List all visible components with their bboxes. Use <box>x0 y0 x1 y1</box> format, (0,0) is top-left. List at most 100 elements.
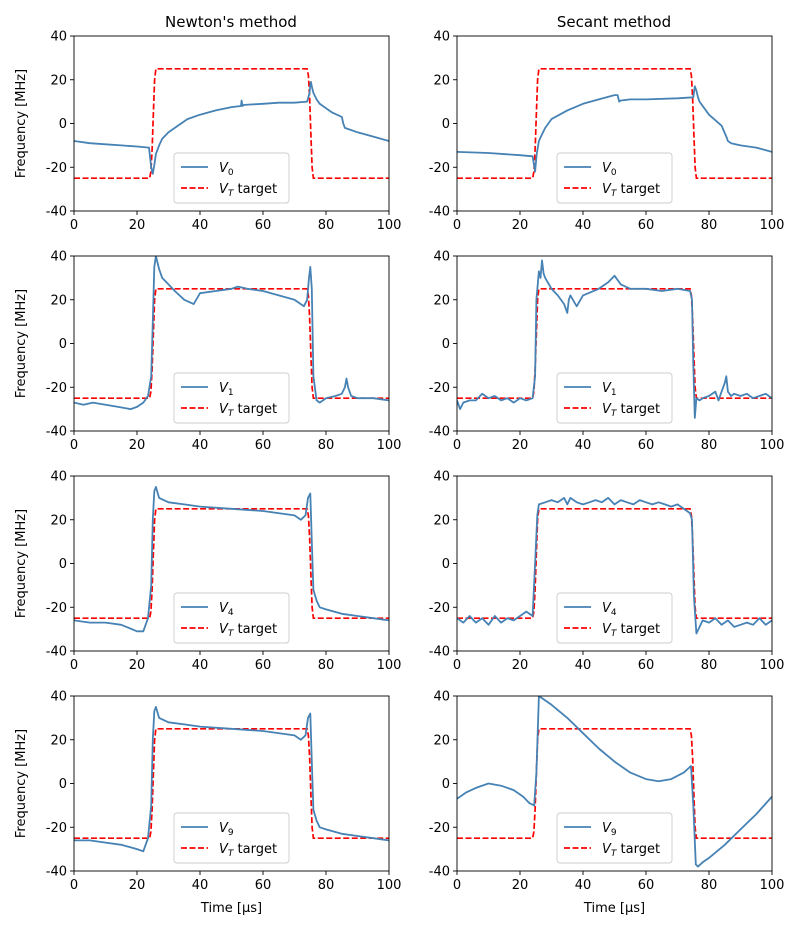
legend-measured-label: V9 <box>219 821 234 838</box>
legend-measured-label: V1 <box>219 381 234 398</box>
y-tick-label: -40 <box>429 645 450 660</box>
x-tick-label: 80 <box>318 218 335 233</box>
legend-measured-label: V4 <box>219 601 234 618</box>
y-tick-label: 20 <box>50 513 67 528</box>
y-tick-label: -20 <box>46 821 67 836</box>
x-tick-label: 20 <box>129 658 146 673</box>
measured-line <box>74 256 389 411</box>
y-tick-label: 0 <box>59 337 67 352</box>
y-tick-label: 40 <box>50 690 67 705</box>
legend-measured-symbol: V <box>602 821 612 836</box>
y-axis-label: Frequency [MHz] <box>14 509 29 618</box>
x-tick-label: 0 <box>453 218 461 233</box>
legend-target-symbol: V <box>219 402 229 417</box>
x-tick-label: 40 <box>575 658 592 673</box>
y-tick-label: 0 <box>442 337 450 352</box>
legend-target-symbol: V <box>602 842 612 857</box>
legend-target-label: VT target <box>602 622 660 639</box>
legend-target-text: target <box>233 622 277 637</box>
y-axis-label: Frequency [MHz] <box>14 729 29 838</box>
legend-measured-symbol: V <box>602 601 612 616</box>
measured-line <box>457 696 772 868</box>
y-tick-label: 0 <box>59 777 67 792</box>
legend-box <box>556 372 673 424</box>
y-tick-label: 20 <box>433 293 450 308</box>
x-tick-label: 100 <box>377 658 402 673</box>
x-axis-label: Time [μs] <box>583 901 645 916</box>
y-tick-label: 0 <box>442 117 450 132</box>
legend-measured-subscript: 1 <box>228 388 234 398</box>
y-tick-label: 40 <box>433 690 450 705</box>
legend-target-subscript: T <box>611 189 618 199</box>
y-tick-label: -20 <box>429 821 450 836</box>
y-tick-label: 20 <box>433 513 450 528</box>
legend: V4 VT target <box>173 592 290 644</box>
legend-target-symbol: V <box>602 622 612 637</box>
legend-measured-symbol: V <box>219 821 229 836</box>
x-tick-label: 60 <box>255 218 272 233</box>
y-tick-label: -40 <box>46 425 67 440</box>
x-tick-label: 60 <box>638 878 655 893</box>
x-tick-label: 20 <box>129 218 146 233</box>
measured-line <box>74 485 389 633</box>
y-tick-label: -20 <box>429 601 450 616</box>
y-tick-label: -40 <box>46 205 67 220</box>
x-tick-label: 60 <box>255 658 272 673</box>
x-tick-label: 60 <box>255 878 272 893</box>
x-tick-label: 40 <box>575 218 592 233</box>
x-tick-label: 80 <box>318 438 335 453</box>
x-tick-label: 20 <box>512 658 529 673</box>
measured-line <box>74 706 389 853</box>
legend-target-symbol: V <box>219 842 229 857</box>
x-tick-label: 40 <box>575 878 592 893</box>
y-tick-label: 20 <box>433 73 450 88</box>
x-tick-label: 0 <box>70 438 78 453</box>
legend-target-label: VT target <box>219 622 277 639</box>
measured-line <box>457 259 772 419</box>
legend-box <box>556 152 673 204</box>
target-line <box>457 727 772 840</box>
x-tick-label: 40 <box>192 218 209 233</box>
x-tick-label: 40 <box>192 438 209 453</box>
x-tick-label: 40 <box>192 658 209 673</box>
legend: V0V T target <box>556 152 673 204</box>
legend-box <box>173 812 290 864</box>
legend-target-label: VT target <box>219 402 277 419</box>
legend-target-symbol: V <box>219 622 229 637</box>
x-tick-label: 60 <box>255 438 272 453</box>
x-tick-label: 0 <box>453 438 461 453</box>
x-tick-label: 80 <box>701 218 718 233</box>
legend-measured-label: V0 <box>602 161 617 178</box>
legend-target-text: target <box>233 182 277 197</box>
legend-measured-symbol: V <box>219 381 229 396</box>
y-tick-label: -20 <box>46 381 67 396</box>
legend-measured-symbol: V <box>602 161 612 176</box>
y-tick-label: 40 <box>50 470 67 485</box>
y-tick-label: 40 <box>50 30 67 45</box>
y-tick-label: -20 <box>46 161 67 176</box>
legend-target-subscript: T <box>228 849 235 859</box>
y-tick-label: 0 <box>442 557 450 572</box>
y-tick-label: 20 <box>50 73 67 88</box>
x-tick-label: 80 <box>318 658 335 673</box>
y-tick-label: -40 <box>429 205 450 220</box>
legend-measured-subscript: 0 <box>611 168 617 178</box>
x-tick-label: 100 <box>760 658 785 673</box>
y-tick-label: 40 <box>433 250 450 265</box>
legend-measured-symbol: V <box>219 161 229 176</box>
y-tick-label: -20 <box>429 161 450 176</box>
legend-target-label: VT target <box>602 402 660 419</box>
legend-measured-subscript: 9 <box>228 828 234 838</box>
legend-target-text: target <box>616 842 660 857</box>
x-tick-label: 80 <box>701 438 718 453</box>
y-tick-label: 0 <box>59 117 67 132</box>
legend-measured-label: V1 <box>602 381 617 398</box>
legend-target-text: target <box>616 182 660 197</box>
x-tick-label: 0 <box>453 658 461 673</box>
